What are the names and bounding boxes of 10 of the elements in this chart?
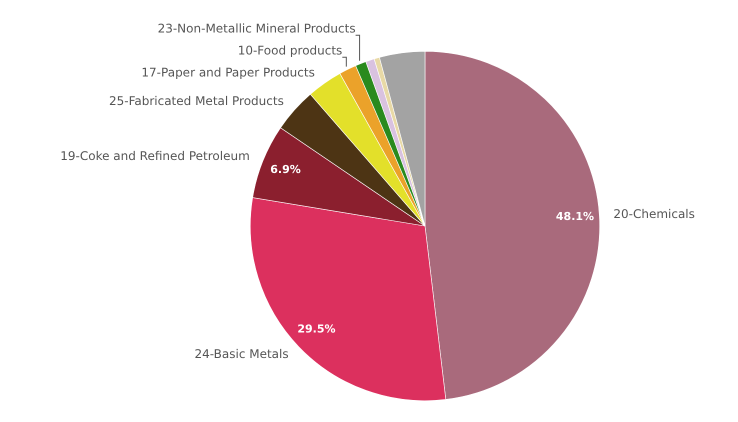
slice-label: 24-Basic Metals — [194, 347, 289, 362]
data-label: 29.5% — [297, 322, 336, 336]
slice-label: 10-Food products — [238, 43, 342, 58]
slice-label: 19-Coke and Refined Petroleum — [60, 148, 250, 163]
slice-label: 25-Fabricated Metal Products — [108, 94, 284, 108]
slice-label: 17-Paper and Paper Products — [141, 65, 315, 80]
data-label: 6.9% — [270, 163, 301, 176]
slice-label: 20-Chemicals — [613, 206, 695, 221]
slice-label: 23-Non-Metallic Mineral Products — [158, 21, 356, 36]
data-label: 48.1% — [556, 210, 594, 223]
